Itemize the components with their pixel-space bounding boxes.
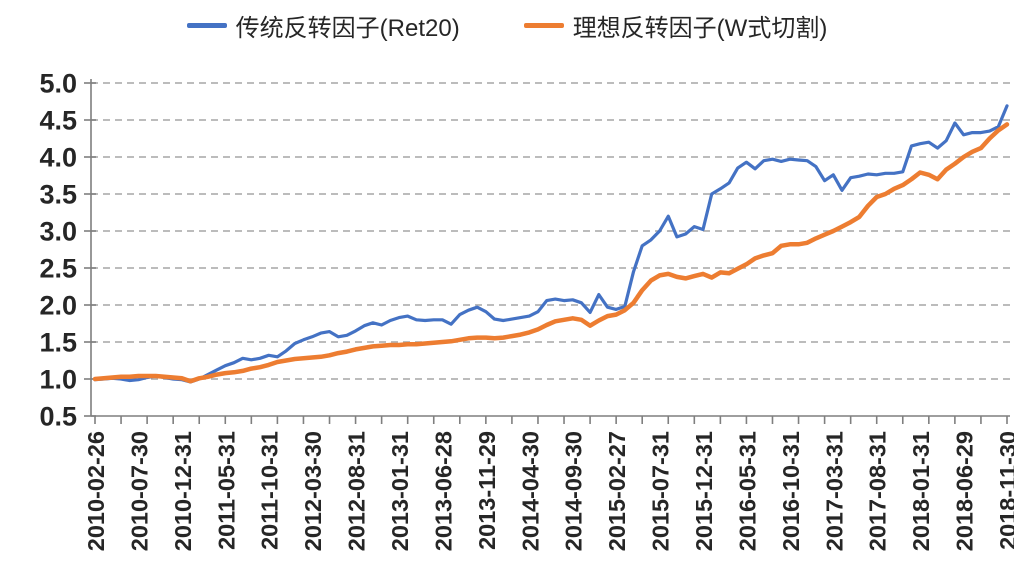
legend-item-traditional-reversal-factor: 传统反转因子(Ret20) [186, 8, 460, 43]
legend-label-traditional-reversal-factor: 传统反转因子(Ret20) [235, 15, 460, 42]
legend-line-swatch-blue [186, 23, 227, 28]
legend-label-ideal-reversal-factor: 理想反转因子(W式切割) [572, 15, 828, 42]
y-tick-label: 1.5 [39, 328, 77, 358]
x-tick-label: 2014-09-30 [561, 431, 587, 551]
x-tick-label: 2018-06-29 [952, 431, 978, 551]
x-tick-label: 2014-04-30 [517, 431, 543, 551]
y-tick-label: 1.0 [39, 365, 77, 395]
x-tick-label: 2016-10-31 [778, 431, 804, 551]
x-tick-label: 2012-08-31 [344, 431, 370, 551]
x-tick-label: 2018-11-30 [995, 431, 1014, 550]
y-tick-label: 3.5 [39, 180, 77, 210]
x-tick-label: 2011-05-31 [213, 431, 239, 550]
y-tick-label: 5.0 [39, 69, 77, 99]
x-tick-label: 2013-06-28 [430, 431, 456, 551]
y-tick-label: 0.5 [39, 402, 77, 432]
series-line-0 [93, 104, 1009, 384]
x-tick-label: 2017-03-31 [821, 431, 847, 551]
x-tick-label: 2010-02-26 [83, 431, 109, 551]
x-tick-label: 2010-12-31 [170, 431, 196, 551]
y-tick-label: 4.0 [39, 143, 77, 173]
x-tick-label: 2015-07-31 [648, 431, 674, 551]
chart-legend: 传统反转因子(Ret20) 理想反转因子(W式切割) [0, 8, 1014, 43]
x-tick-label: 2015-02-27 [604, 431, 630, 551]
x-tick-label: 2012-03-30 [300, 431, 326, 551]
series-line-1 [92, 122, 1010, 384]
gridlines [91, 82, 1010, 380]
x-tick-label: 2010-07-30 [126, 431, 152, 551]
x-tick-label: 2018-01-31 [908, 431, 934, 551]
x-axis-tick-labels: 2010-02-26 2010-07-30 2010-12-31 2011-05-31… [83, 431, 1014, 551]
y-tick-label: 2.5 [39, 254, 77, 284]
legend-line-swatch-orange [523, 23, 564, 28]
axes [84, 79, 1010, 424]
y-tick-label: 2.0 [39, 291, 77, 321]
x-tick-label: 2017-08-31 [865, 431, 891, 551]
y-axis-tick-labels: 0.5 1.0 1.5 2.0 2.5 3.0 3.5 4.0 4.5 5.0 [39, 69, 77, 432]
y-tick-label: 3.0 [39, 217, 77, 247]
x-tick-label: 2013-01-31 [387, 431, 413, 551]
legend-item-ideal-reversal-factor: 理想反转因子(W式切割) [523, 8, 828, 43]
x-tick-label: 2011-10-31 [257, 431, 283, 550]
y-tick-label: 4.5 [39, 106, 77, 136]
x-tick-label: 2016-05-31 [734, 431, 760, 551]
x-tick-label: 2015-12-31 [691, 431, 717, 551]
x-tick-label: 2013-11-29 [474, 431, 500, 550]
